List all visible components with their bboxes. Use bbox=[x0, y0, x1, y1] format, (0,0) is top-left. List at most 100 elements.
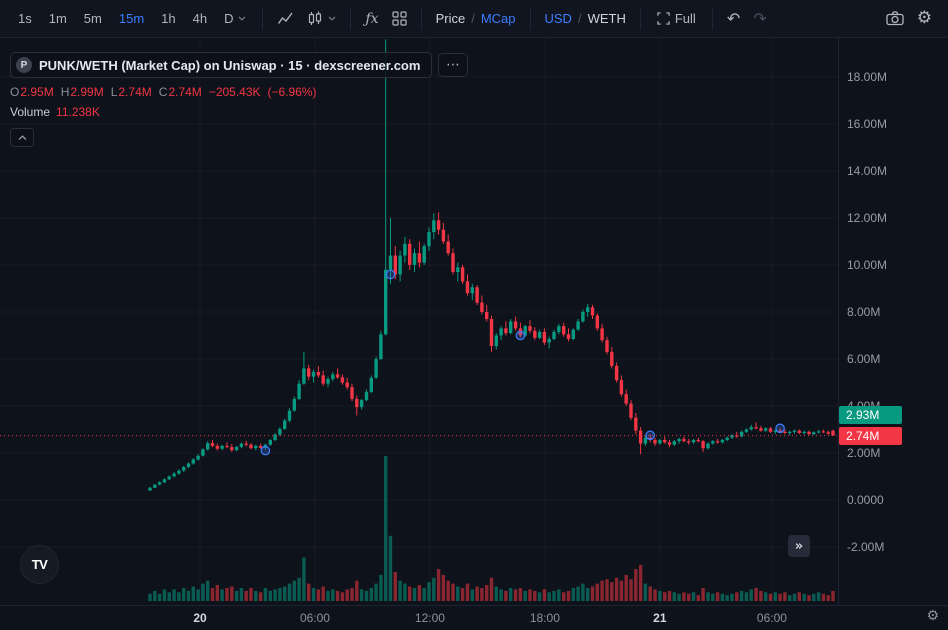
mcap-mode-button[interactable]: MCap bbox=[480, 11, 516, 26]
candlestick-series bbox=[148, 39, 835, 491]
price-mode-button[interactable]: Price bbox=[435, 11, 466, 26]
volume-bar bbox=[201, 583, 205, 601]
fullscreen-button[interactable]: Full bbox=[649, 6, 704, 32]
candle-body bbox=[533, 330, 537, 338]
volume-bar bbox=[239, 588, 244, 601]
candle-body bbox=[364, 391, 369, 401]
candle-body bbox=[812, 432, 816, 435]
volume-bar bbox=[528, 589, 532, 601]
candle-body bbox=[182, 467, 186, 471]
volume-bar bbox=[735, 592, 739, 601]
settings-button[interactable]: ⚙ bbox=[911, 6, 938, 32]
legend-more-button[interactable]: ⋯ bbox=[438, 53, 469, 77]
volume-bar bbox=[268, 590, 272, 602]
candle-body bbox=[504, 328, 508, 334]
symbol-title-button[interactable]: P PUNK/WETH (Market Cap) on Uniswap · 15… bbox=[10, 52, 433, 78]
candle-body bbox=[350, 387, 354, 399]
volume-bar bbox=[816, 592, 821, 601]
legend-collapse-button[interactable] bbox=[10, 128, 34, 147]
candle-body bbox=[749, 427, 753, 430]
volume-bar bbox=[177, 592, 181, 601]
volume-bar bbox=[350, 588, 354, 601]
tradingview-logo-text: TV bbox=[31, 557, 48, 572]
time-axis[interactable]: 20 06:00 12:00 18:00 21 06:00 ⚙ bbox=[0, 605, 948, 630]
volume-bar bbox=[610, 582, 614, 601]
candle-body bbox=[422, 246, 426, 263]
weth-mode-button[interactable]: WETH bbox=[587, 11, 626, 26]
price-tick-label: 2.00M bbox=[847, 445, 881, 460]
candle-body bbox=[292, 398, 296, 411]
candle-body bbox=[403, 243, 407, 256]
candle-body bbox=[258, 445, 263, 448]
indicators-button[interactable]: ƒx bbox=[359, 6, 384, 32]
candle-body bbox=[374, 359, 378, 378]
undo-button[interactable]: ↶ bbox=[721, 6, 746, 32]
candle-body bbox=[331, 374, 335, 379]
candle-body bbox=[302, 368, 306, 384]
candle-body bbox=[629, 403, 633, 418]
price-tick-label: 16.00M bbox=[847, 117, 888, 131]
timeframe-1m-button[interactable]: 1m bbox=[41, 6, 75, 32]
candle-body bbox=[287, 410, 292, 421]
volume-bar bbox=[696, 595, 700, 601]
volume-series bbox=[148, 456, 835, 602]
timeframe-d-button[interactable]: D bbox=[216, 6, 254, 32]
volume-bar bbox=[412, 588, 417, 601]
volume-bar bbox=[788, 595, 792, 601]
timeframe-1s-button[interactable]: 1s bbox=[10, 6, 40, 32]
candle-body bbox=[667, 442, 672, 445]
candle-body bbox=[311, 371, 316, 377]
line-chart-icon bbox=[278, 12, 294, 24]
usd-mode-button[interactable]: USD bbox=[544, 11, 572, 26]
volume-bar bbox=[364, 590, 369, 602]
volume-bar bbox=[403, 583, 407, 601]
candle-body bbox=[206, 443, 210, 450]
usd-weth-toggle: USD / WETH bbox=[539, 11, 632, 26]
candle-body bbox=[610, 351, 614, 366]
tradingview-logo[interactable]: TV bbox=[20, 545, 59, 584]
volume-bar bbox=[687, 593, 691, 602]
candle-body bbox=[278, 429, 282, 435]
price-tick-label: 8.00M bbox=[847, 304, 881, 319]
snapshot-button[interactable] bbox=[880, 6, 910, 32]
line-chart-style-button[interactable] bbox=[271, 6, 300, 32]
timeframe-5m-button[interactable]: 5m bbox=[76, 6, 110, 32]
candle-body bbox=[369, 377, 373, 392]
timeframe-1h-button[interactable]: 1h bbox=[153, 6, 183, 32]
time-tick-label: 06:00 bbox=[299, 611, 330, 625]
timeframe-4h-button[interactable]: 4h bbox=[185, 6, 215, 32]
candle-style-button[interactable] bbox=[301, 6, 342, 32]
candle-body bbox=[663, 440, 667, 443]
volume-bar bbox=[436, 569, 441, 601]
volume-bar bbox=[316, 589, 321, 601]
axis-settings-button[interactable]: ⚙ bbox=[926, 608, 939, 624]
low-value: 2.74M bbox=[118, 85, 152, 99]
candle-body bbox=[388, 255, 393, 270]
trade-marker[interactable] bbox=[385, 269, 396, 280]
layout-grid-button[interactable] bbox=[386, 6, 413, 32]
trade-marker[interactable] bbox=[260, 445, 271, 456]
trade-marker[interactable] bbox=[775, 423, 785, 434]
high-label: H bbox=[60, 85, 70, 99]
volume-bar bbox=[701, 588, 705, 601]
candle-body bbox=[297, 383, 301, 399]
price-chart-canvas[interactable] bbox=[0, 38, 838, 605]
trade-marker[interactable] bbox=[645, 430, 655, 441]
candle-body bbox=[653, 440, 657, 444]
candle-body bbox=[162, 479, 167, 483]
trade-marker[interactable] bbox=[515, 330, 526, 341]
candle-body bbox=[451, 253, 455, 272]
redo-button[interactable]: ↷ bbox=[747, 6, 772, 32]
candle-body bbox=[744, 429, 749, 432]
timeframe-15m-button[interactable]: 15m bbox=[111, 6, 152, 32]
volume-bar bbox=[773, 592, 777, 601]
grid-lines bbox=[0, 38, 838, 605]
volume-bar bbox=[792, 593, 797, 602]
candle-body bbox=[441, 229, 446, 242]
scroll-right-button[interactable]: » bbox=[788, 535, 810, 557]
candle-body bbox=[239, 443, 244, 447]
volume-bar bbox=[162, 589, 167, 601]
price-axis[interactable]: 2.93M 2.74M 18.00M 16.00M 14.00M 12.00M 10.0… bbox=[838, 38, 948, 605]
chevron-down-icon bbox=[239, 16, 246, 21]
candle-body bbox=[783, 431, 787, 433]
